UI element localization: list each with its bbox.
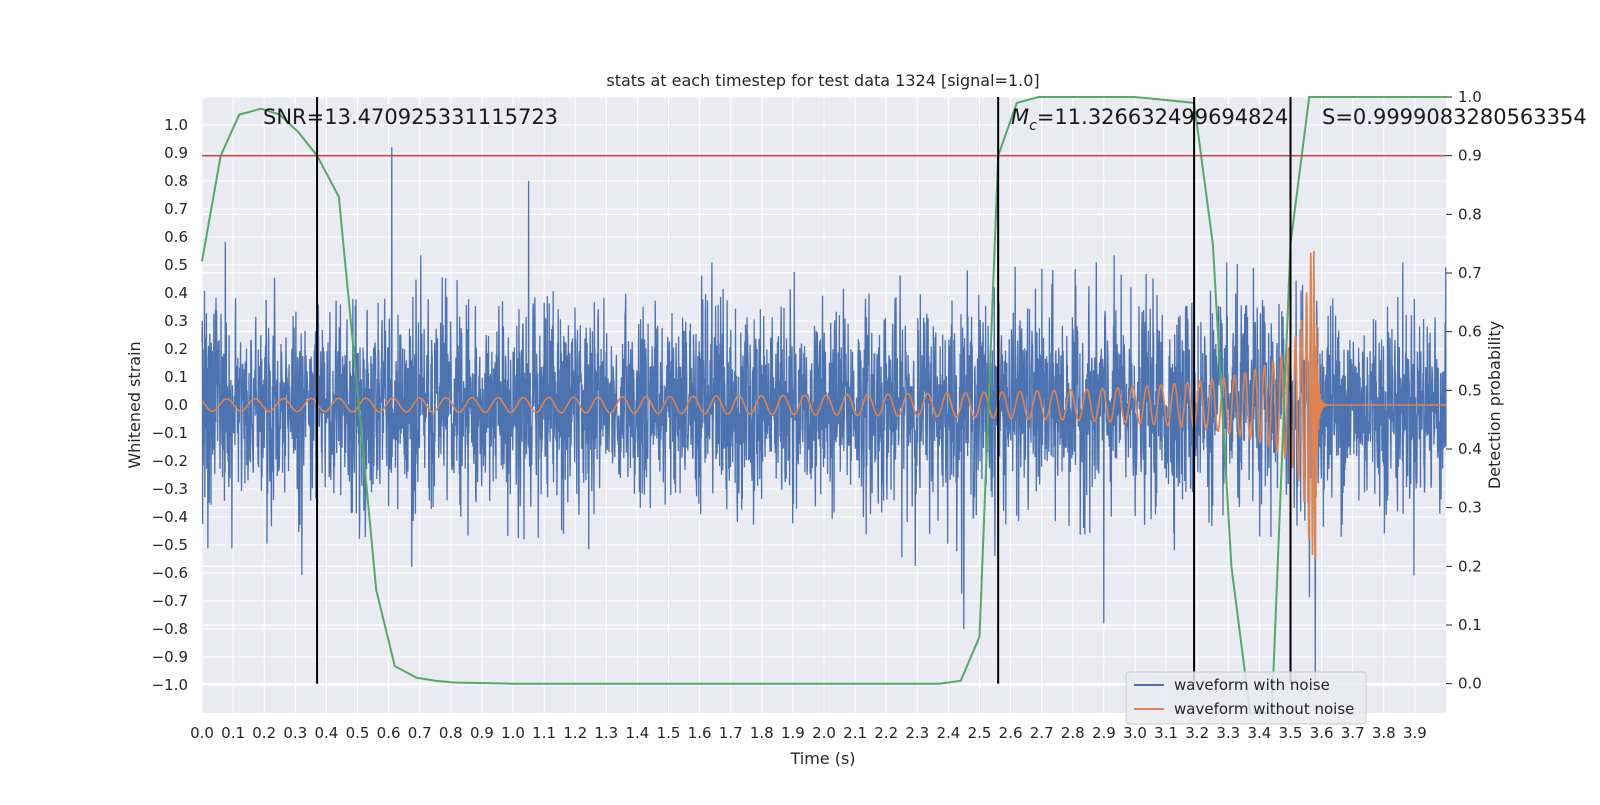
x-tick-labels: 0.0 0.1 0.2 0.3 0.4 0.5 0.6 0.7 0.8 0.9 1.0 1.1 1.2 1…: [190, 724, 1427, 742]
y2-tick-label-7: 0.3: [1458, 499, 1482, 517]
x-tick-label-3: 0.3: [283, 724, 307, 742]
y-tick-label-16: −0.6: [152, 564, 188, 582]
y2-tick-labels: 1.0 0.9 0.8 0.7 0.6 0.5 0.4 0.3 0.2 0.1 0.0: [1446, 88, 1482, 693]
y-tick-label-11: −0.1: [152, 424, 188, 442]
legend-box: [1125, 671, 1367, 725]
y-tick-label-9: 0.1: [164, 368, 188, 386]
x-tick-label-28: 2.8: [1061, 724, 1085, 742]
x-tick-label-12: 1.2: [563, 724, 587, 742]
x-tick-label-21: 2.1: [843, 724, 867, 742]
x-tick-label-5: 0.5: [346, 724, 370, 742]
y-tick-label-19: −0.9: [152, 648, 188, 666]
x-tick-label-8: 0.8: [439, 724, 463, 742]
x-tick-label-39: 3.9: [1403, 724, 1427, 742]
x-tick-label-35: 3.5: [1279, 724, 1303, 742]
y-tick-label-20: −1.0: [152, 676, 188, 694]
legend-label-clean: waveform without noise: [1174, 700, 1354, 718]
s-annotation: S=0.9999083280563354: [1322, 105, 1587, 129]
x-tick-label-36: 3.6: [1310, 724, 1334, 742]
y-tick-label-12: −0.2: [152, 452, 188, 470]
series-waveform-without-noise: [201, 250, 1446, 559]
legend: waveform with noise waveform without noi…: [1125, 671, 1367, 725]
y-axis-label: Whitened strain: [125, 341, 144, 468]
y-tick-label-1: 0.9: [164, 144, 188, 162]
x-axis-label: Time (s): [789, 749, 855, 768]
y2-tick-label-4: 0.6: [1458, 323, 1482, 341]
y-tick-label-8: 0.2: [164, 340, 188, 358]
y2-tick-label-1: 0.9: [1458, 147, 1482, 165]
x-tick-label-37: 3.7: [1341, 724, 1365, 742]
y-tick-label-5: 0.5: [164, 256, 188, 274]
y-tick-labels: 1.0 0.9 0.8 0.7 0.6 0.5 0.4 0.3 0.2 0.1 0.0 −0.1 −0.…: [152, 116, 188, 694]
x-tick-label-18: 1.8: [750, 724, 774, 742]
x-tick-label-0: 0.0: [190, 724, 214, 742]
y-tick-label-10: 0.0: [164, 396, 188, 414]
x-tick-label-38: 3.8: [1372, 724, 1396, 742]
x-tick-label-26: 2.6: [999, 724, 1023, 742]
y2-tick-label-2: 0.8: [1458, 205, 1482, 223]
y-tick-label-17: −0.7: [152, 592, 188, 610]
overlay-lines: [202, 97, 1446, 684]
y2-tick-label-0: 1.0: [1458, 88, 1482, 106]
x-tick-label-6: 0.6: [377, 724, 401, 742]
x-tick-label-33: 3.3: [1216, 724, 1240, 742]
x-tick-label-24: 2.4: [936, 724, 960, 742]
y-tick-label-14: −0.4: [152, 508, 188, 526]
mc-annotation: Mc=11.326632499694824: [1011, 105, 1288, 134]
y2-tick-label-5: 0.5: [1458, 381, 1482, 399]
x-tick-label-23: 2.3: [905, 724, 929, 742]
y-tick-label-3: 0.7: [164, 200, 188, 218]
y2-tick-label-8: 0.2: [1458, 557, 1482, 575]
y-tick-label-15: −0.5: [152, 536, 188, 554]
y-tick-label-2: 0.8: [164, 172, 188, 190]
x-tick-label-11: 1.1: [532, 724, 556, 742]
x-tick-label-16: 1.6: [688, 724, 712, 742]
probability-line: [201, 96, 1446, 714]
x-tick-label-2: 0.2: [252, 724, 276, 742]
x-tick-label-22: 2.2: [874, 724, 898, 742]
x-tick-label-14: 1.4: [625, 724, 649, 742]
y2-tick-label-9: 0.1: [1458, 616, 1482, 634]
clean-line: [201, 250, 1446, 559]
x-tick-label-32: 3.2: [1185, 724, 1209, 742]
x-tick-label-9: 0.9: [470, 724, 494, 742]
x-tick-label-17: 1.7: [719, 724, 743, 742]
y-tick-label-6: 0.4: [164, 284, 188, 302]
x-tick-label-4: 0.4: [314, 724, 338, 742]
x-tick-label-15: 1.5: [657, 724, 681, 742]
mc-subscript: c: [1029, 118, 1037, 134]
x-tick-label-25: 2.5: [968, 724, 992, 742]
legend-label-noise: waveform with noise: [1174, 676, 1330, 694]
x-tick-label-19: 1.9: [781, 724, 805, 742]
x-tick-label-13: 1.3: [594, 724, 618, 742]
mc-value: =11.326632499694824: [1037, 105, 1288, 129]
y-tick-label-13: −0.3: [152, 480, 188, 498]
y2-tick-label-6: 0.4: [1458, 440, 1482, 458]
x-tick-label-30: 3.0: [1123, 724, 1147, 742]
y-tick-label-4: 0.6: [164, 228, 188, 246]
x-tick-label-29: 2.9: [1092, 724, 1116, 742]
y2-tick-label-3: 0.7: [1458, 264, 1482, 282]
noise-line: [201, 147, 1447, 680]
mc-symbol: M: [1011, 105, 1029, 129]
x-tick-label-27: 2.7: [1030, 724, 1054, 742]
x-tick-label-34: 3.4: [1247, 724, 1271, 742]
y2-tick-label-10: 0.0: [1458, 675, 1482, 693]
y-tick-label-7: 0.3: [164, 312, 188, 330]
y2-axis-label: Detection probability: [1485, 321, 1504, 489]
chart-title: stats at each timestep for test data 132…: [606, 71, 1039, 90]
series-waveform-with-noise: [201, 147, 1447, 680]
x-tick-label-20: 2.0: [812, 724, 836, 742]
snr-annotation: SNR=13.470925331115723: [263, 105, 558, 129]
y-tick-label-0: 1.0: [164, 116, 188, 134]
series-detection-probability: [201, 96, 1446, 714]
x-tick-label-31: 3.1: [1154, 724, 1178, 742]
x-tick-label-1: 0.1: [221, 724, 245, 742]
x-tick-label-7: 0.7: [408, 724, 432, 742]
x-tick-label-10: 1.0: [501, 724, 525, 742]
y-tick-label-18: −0.8: [152, 620, 188, 638]
